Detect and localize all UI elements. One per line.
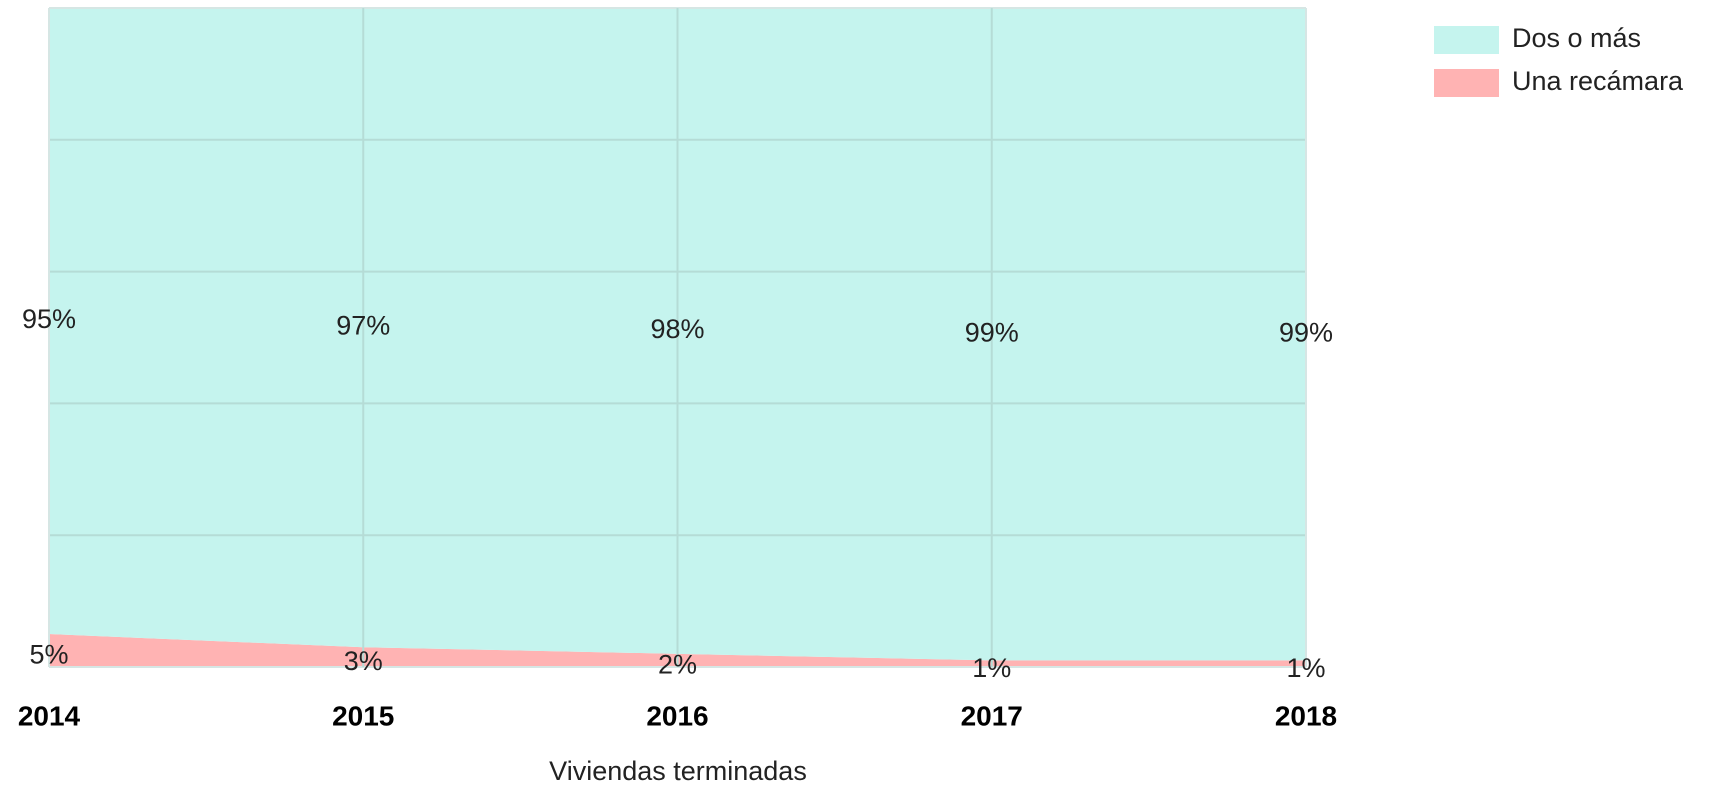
- data-label: 3%: [344, 646, 383, 676]
- x-axis-title: Viviendas terminadas: [549, 756, 807, 786]
- x-tick-label: 2017: [961, 700, 1023, 731]
- data-label: 2%: [658, 650, 697, 680]
- legend-label: Dos o más: [1512, 23, 1641, 53]
- x-tick-label: 2018: [1275, 700, 1337, 731]
- data-label: 95%: [22, 304, 76, 334]
- x-tick-label: 2016: [646, 700, 708, 731]
- data-label: 99%: [1279, 317, 1333, 347]
- data-label: 98%: [650, 314, 704, 344]
- data-label: 1%: [972, 653, 1011, 683]
- data-label: 99%: [965, 317, 1019, 347]
- legend-swatch: [1434, 69, 1499, 97]
- legend-label: Una recámara: [1512, 66, 1684, 96]
- data-label: 97%: [336, 311, 390, 341]
- data-label: 5%: [29, 640, 68, 670]
- x-tick-label: 2015: [332, 700, 394, 731]
- x-tick-label: 2014: [18, 700, 81, 731]
- legend-swatch: [1434, 26, 1499, 54]
- data-label: 1%: [1286, 653, 1325, 683]
